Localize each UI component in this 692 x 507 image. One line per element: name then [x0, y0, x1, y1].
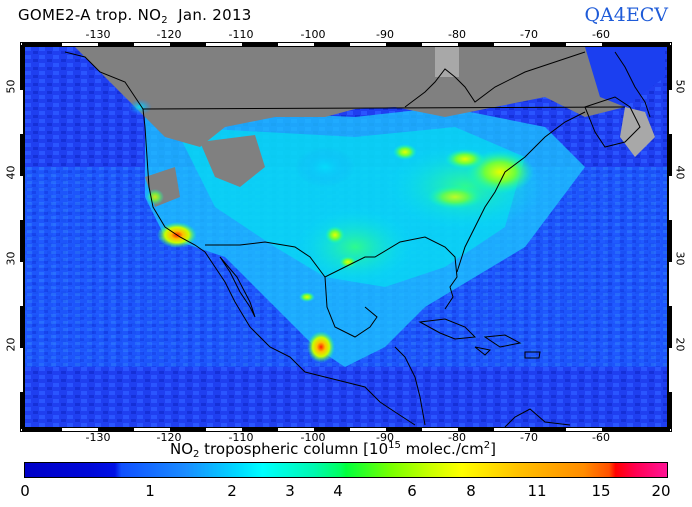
colorbar-label: 20: [651, 482, 671, 500]
cb-title-sub: 2: [193, 449, 200, 460]
lon-tick-top: -80: [448, 28, 466, 41]
lon-tick-bottom: -80: [448, 431, 466, 444]
bottom-axis: [22, 428, 670, 431]
axis-segment: [422, 428, 458, 431]
colorbar: [24, 462, 668, 478]
axis-segment: [20, 262, 23, 306]
axis-segment: [134, 43, 170, 46]
axis-segment: [566, 43, 602, 46]
colorbar-label: 1: [145, 482, 155, 500]
title-text: GOME2-A trop. NO: [18, 6, 162, 24]
colorbar-label: 3: [285, 482, 295, 500]
axis-segment: [278, 428, 314, 431]
map-canvas[interactable]: [23, 45, 669, 429]
lon-tick-bottom: -90: [376, 431, 394, 444]
left-axis: [20, 45, 23, 429]
top-axis: [22, 43, 670, 46]
lat-tick-left: 30: [4, 251, 18, 266]
lon-tick-top: -100: [300, 28, 326, 41]
axis-segment: [206, 43, 242, 46]
axis-segment: [494, 428, 530, 431]
lat-tick-right: 20: [673, 337, 687, 352]
axis-segment: [669, 176, 672, 220]
cb-title-text: NO: [170, 440, 194, 458]
lon-tick-bottom: -120: [156, 431, 182, 444]
brand-logo: QA4ECV: [584, 4, 668, 26]
title-date: Jan. 2013: [178, 6, 252, 24]
axis-segment: [350, 43, 386, 46]
lat-tick-left: 50: [4, 79, 18, 94]
axis-segment: [20, 90, 23, 134]
lat-tick-right: 30: [673, 251, 687, 266]
lat-tick-right: 40: [673, 165, 687, 180]
lon-tick-top: -110: [228, 28, 254, 41]
cb-title-text: molec./cm: [400, 440, 484, 458]
hotspot-mexico-city: [307, 331, 335, 363]
no2-heatmap: [25, 47, 667, 427]
axis-segment: [20, 176, 23, 220]
colorbar-label: 2: [227, 482, 237, 500]
colorbar-label: 11: [527, 482, 547, 500]
lat-tick-left: 40: [4, 165, 18, 180]
axis-segment: [350, 428, 386, 431]
cb-title-text: tropospheric column [10: [199, 440, 389, 458]
axis-segment: [669, 262, 672, 306]
axis-segment: [206, 428, 242, 431]
axis-segment: [20, 348, 23, 392]
lat-tick-left: 20: [4, 337, 18, 352]
lon-tick-bottom: -70: [520, 431, 538, 444]
axis-segment: [62, 428, 98, 431]
axis-segment: [62, 43, 98, 46]
axis-segment: [669, 90, 672, 134]
lon-tick-bottom: -100: [300, 431, 326, 444]
axis-segment: [278, 43, 314, 46]
lon-tick-bottom: -110: [228, 431, 254, 444]
lat-tick-right: 50: [673, 79, 687, 94]
cb-title-text: ]: [490, 440, 496, 458]
axis-segment: [422, 43, 458, 46]
axis-segment: [134, 428, 170, 431]
title-subscript: 2: [161, 15, 168, 26]
lon-tick-bottom: -60: [592, 431, 610, 444]
colorbar-label: 6: [407, 482, 417, 500]
colorbar-title: NO2 tropospheric column [1015 molec./cm2…: [170, 440, 496, 460]
lon-tick-bottom: -130: [85, 431, 111, 444]
lon-tick-top: -60: [592, 28, 610, 41]
lon-tick-top: -120: [156, 28, 182, 41]
lon-tick-top: -130: [85, 28, 111, 41]
right-axis: [669, 45, 672, 429]
axis-segment: [669, 348, 672, 392]
colorbar-label: 8: [466, 482, 476, 500]
cb-title-sup: 2: [483, 440, 491, 451]
colorbar-label: 4: [333, 482, 343, 500]
lon-tick-top: -70: [520, 28, 538, 41]
map-title: GOME2-A trop. NO2 Jan. 2013: [18, 6, 252, 26]
cb-title-sup: 15: [388, 440, 401, 451]
axis-segment: [566, 428, 602, 431]
axis-segment: [494, 43, 530, 46]
colorbar-label: 15: [591, 482, 611, 500]
lon-tick-top: -90: [376, 28, 394, 41]
colorbar-label: 0: [20, 482, 30, 500]
